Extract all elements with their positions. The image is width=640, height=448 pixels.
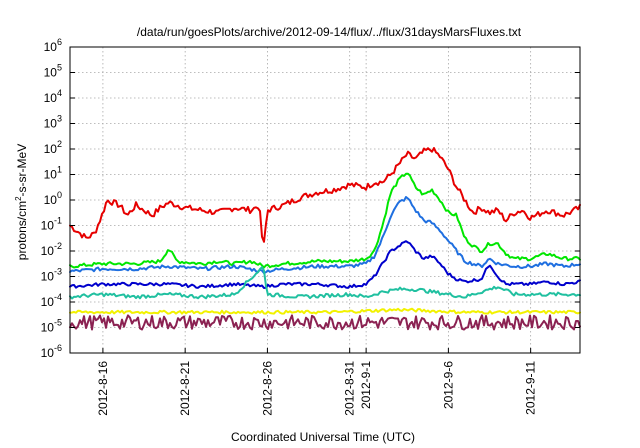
series-line-5	[69, 266, 581, 300]
plot-frame	[69, 46, 581, 354]
x-tick-label: 2012-9-6	[441, 361, 455, 409]
y-tick-label: 10-5	[41, 318, 62, 335]
y-tick-label: 10-6	[41, 343, 62, 360]
x-tick-label: 2012-8-31	[343, 361, 357, 416]
series-line-1	[69, 147, 581, 243]
y-tick-label: 10-4	[41, 292, 62, 309]
y-axis-label-rest: -s-sr-MeV	[15, 144, 29, 197]
y-tick-label: 10-2	[41, 241, 62, 258]
series-line-2	[69, 172, 581, 269]
x-tick-label: 2012-8-16	[96, 361, 110, 416]
y-tick-label: 104	[44, 88, 62, 105]
series-line-3	[69, 196, 581, 275]
x-tick-label: 2012-9-11	[524, 361, 538, 415]
series-line-4	[69, 240, 581, 289]
y-tick-label: 100	[44, 190, 62, 207]
series-group	[69, 147, 581, 331]
x-axis-label: Coordinated Universal Time (UTC)	[231, 430, 415, 444]
y-tick-label: 102	[44, 139, 62, 156]
y-tick-label: 106	[44, 37, 62, 54]
x-tick-label: 2012-8-21	[178, 361, 192, 416]
y-tick-label: 10-3	[41, 267, 62, 284]
x-tick-label: 2012-8-26	[260, 361, 274, 416]
series-line-6	[69, 307, 581, 315]
y-axis-label: protons/cm2-s-sr-MeV	[14, 144, 29, 260]
y-tick-label: 101	[44, 165, 62, 182]
axes: 10-6 10-5 10-4 10-3 10-2 10-1 100 101 102 103 104 1…	[41, 37, 581, 416]
grid-lines	[70, 47, 580, 353]
x-tick-label: 2012-9-1	[359, 361, 373, 409]
series-line-7	[69, 314, 581, 331]
y-axis-label-base: protons/cm	[15, 201, 29, 260]
chart-title: /data/run/goesPlots/archive/2012-09-14/f…	[137, 25, 522, 39]
y-tick-label: 10-1	[41, 216, 62, 233]
y-axis-label-sup: 2	[14, 196, 23, 201]
y-tick-label: 105	[44, 63, 62, 80]
y-tick-label: 103	[44, 114, 62, 131]
